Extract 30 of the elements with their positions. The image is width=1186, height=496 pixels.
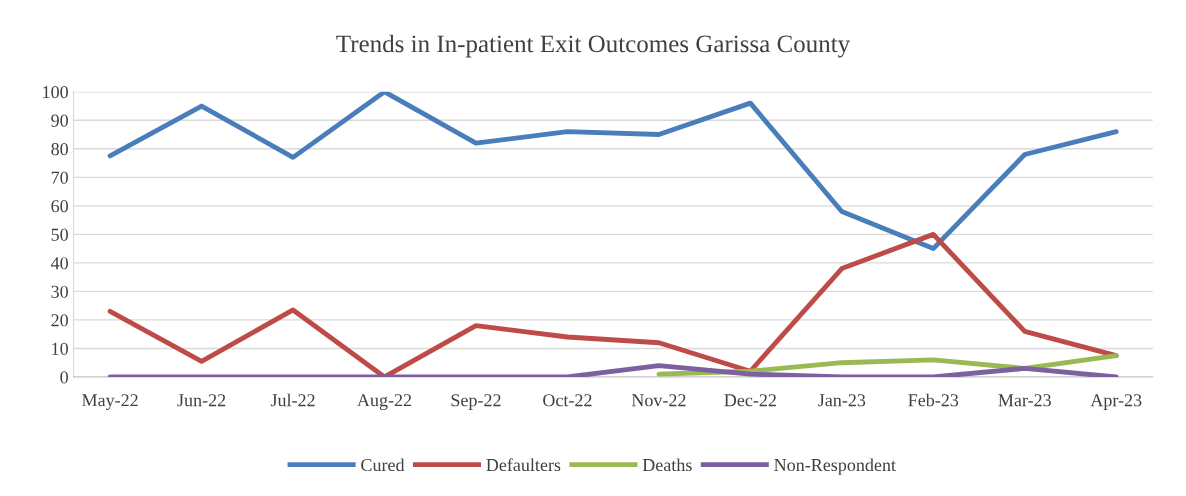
y-tick-label: 40	[50, 257, 68, 270]
x-tick-label: Feb-23	[908, 393, 959, 407]
x-tick-label: Mar-23	[998, 394, 1051, 407]
y-tick-label: 60	[51, 200, 68, 213]
y-tick-label: 0	[60, 371, 68, 384]
y-tick-label: 10	[52, 342, 68, 355]
y-tick-label: 70	[51, 171, 68, 184]
y-tick-label: 30	[51, 285, 68, 298]
line-series	[107, 91, 1119, 252]
x-tick-label: Jan-23	[818, 394, 866, 407]
x-tick-label: Dec-22	[724, 394, 776, 407]
legend-label: Deaths	[642, 458, 692, 472]
y-tick-label: 20	[51, 314, 68, 327]
x-tick-label: Jul-22	[270, 393, 315, 407]
x-tick-label: Apr-23	[1090, 394, 1142, 410]
y-tick-label: 100	[43, 86, 68, 99]
legend-label: Defaulters	[486, 458, 561, 472]
legend-label: Cured	[361, 458, 405, 472]
y-tick-label: 80	[51, 143, 68, 156]
x-tick-label: Sep-22	[451, 394, 501, 410]
legend-label: Non-Respondent	[774, 458, 896, 475]
x-tick-label: Aug-22	[357, 394, 412, 410]
line-series	[107, 363, 1119, 377]
y-tick-label: 50	[51, 228, 68, 241]
x-tick-label: Nov-22	[631, 394, 686, 407]
x-tick-label: May-22	[82, 394, 138, 410]
y-tick-label: 90	[51, 114, 68, 127]
x-tick-label: Jun-22	[177, 394, 226, 407]
chart-title: Trends in In-patient Exit Outcomes Garissa County	[336, 34, 851, 58]
x-tick-label: Oct-22	[543, 394, 592, 407]
